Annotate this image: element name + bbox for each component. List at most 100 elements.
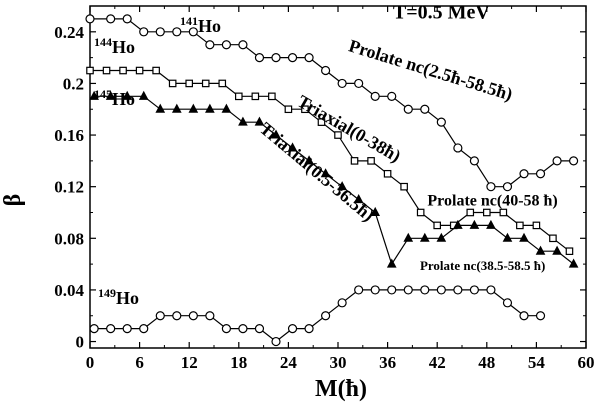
data-point	[568, 258, 579, 268]
data-point	[238, 324, 248, 334]
isotope-label: 149Ho	[98, 286, 139, 308]
data-point	[89, 324, 99, 334]
x-tick-label: 24	[280, 353, 298, 372]
data-point	[205, 311, 215, 321]
data-point	[387, 285, 397, 295]
data-point	[188, 103, 199, 113]
data-point	[433, 221, 442, 230]
data-point	[453, 219, 463, 229]
data-point	[370, 206, 381, 216]
data-point	[238, 40, 248, 50]
x-axis-label: M(ħ)	[315, 376, 367, 402]
data-point	[519, 232, 529, 242]
isotope-symbol: Ho	[112, 37, 135, 57]
series-line	[90, 18, 574, 188]
data-point	[416, 208, 425, 217]
isotope-mass-number: 141	[180, 14, 198, 28]
data-point	[419, 232, 430, 242]
data-point	[268, 92, 276, 101]
data-point	[321, 65, 331, 76]
data-point	[122, 14, 132, 24]
data-point	[386, 258, 397, 268]
data-point	[105, 90, 116, 100]
data-point	[367, 157, 375, 165]
data-point	[106, 14, 116, 24]
series-markers	[85, 14, 579, 347]
data-point	[119, 66, 127, 75]
x-tick-label: 30	[330, 353, 347, 372]
data-point	[138, 90, 149, 100]
y-tick-label: 0.2	[63, 74, 84, 93]
data-point	[135, 66, 144, 75]
data-point	[466, 208, 475, 217]
data-point	[486, 182, 496, 192]
x-tick-label: 6	[135, 353, 144, 372]
data-point	[254, 324, 265, 334]
data-point	[188, 27, 198, 37]
data-point	[172, 27, 182, 37]
y-axis-label: β	[0, 194, 26, 207]
data-point	[436, 117, 446, 127]
data-point	[168, 79, 177, 88]
data-point	[469, 156, 479, 166]
data-point	[334, 131, 342, 139]
data-point	[519, 169, 529, 179]
data-point	[122, 90, 133, 100]
data-point	[139, 27, 149, 37]
data-point	[287, 142, 298, 152]
data-point	[502, 182, 513, 192]
data-point	[218, 79, 227, 88]
x-tick-label: 42	[429, 353, 446, 372]
data-point	[403, 285, 413, 295]
data-point	[155, 311, 165, 321]
data-point	[238, 116, 248, 126]
data-point	[301, 105, 309, 114]
data-point	[499, 208, 508, 217]
data-point	[86, 66, 94, 75]
data-point	[221, 40, 231, 50]
data-point	[350, 157, 359, 165]
data-point	[502, 232, 513, 242]
y-tick-label: 0.24	[54, 23, 84, 42]
isotope-mass-number: 144	[94, 35, 112, 49]
x-tick-label: 48	[478, 353, 495, 372]
y-tick-label: 0.12	[54, 178, 84, 197]
data-point	[85, 14, 95, 24]
data-point	[251, 92, 260, 101]
data-point	[106, 324, 116, 334]
data-point	[254, 116, 265, 126]
data-point	[321, 311, 331, 321]
x-tick-label: 36	[379, 353, 396, 372]
data-point	[171, 103, 182, 113]
data-point	[254, 53, 265, 63]
data-point	[271, 336, 281, 347]
data-point	[287, 324, 298, 334]
data-point	[304, 155, 314, 165]
data-point	[552, 245, 562, 255]
data-point	[535, 245, 546, 255]
data-point	[469, 285, 479, 295]
annotation-label: Prolate nc(40-58 ħ)	[427, 192, 557, 209]
data-point	[420, 104, 430, 114]
data-point	[353, 194, 364, 204]
data-point	[535, 311, 546, 321]
data-point	[155, 103, 166, 113]
data-point	[387, 91, 397, 101]
axis-ticks: 0 6 12 18 24 30 36 42 48 54 60 0 0.04 0.08 0.12 0.16 0.2…	[54, 6, 595, 372]
data-point	[354, 285, 364, 295]
data-point	[337, 181, 347, 191]
data-point	[188, 311, 198, 321]
x-tick-label: 0	[86, 353, 95, 372]
data-point	[532, 221, 541, 230]
data-point	[516, 221, 524, 230]
isotope-mass-number: 149	[98, 286, 116, 300]
data-point	[235, 92, 243, 101]
isotope-label: 145Ho	[94, 87, 135, 109]
data-point	[337, 78, 347, 89]
isotope-symbol: Ho	[112, 89, 135, 109]
x-tick-label: 18	[230, 353, 247, 372]
data-point	[469, 219, 480, 229]
data-point	[139, 324, 149, 334]
data-point	[287, 53, 298, 63]
